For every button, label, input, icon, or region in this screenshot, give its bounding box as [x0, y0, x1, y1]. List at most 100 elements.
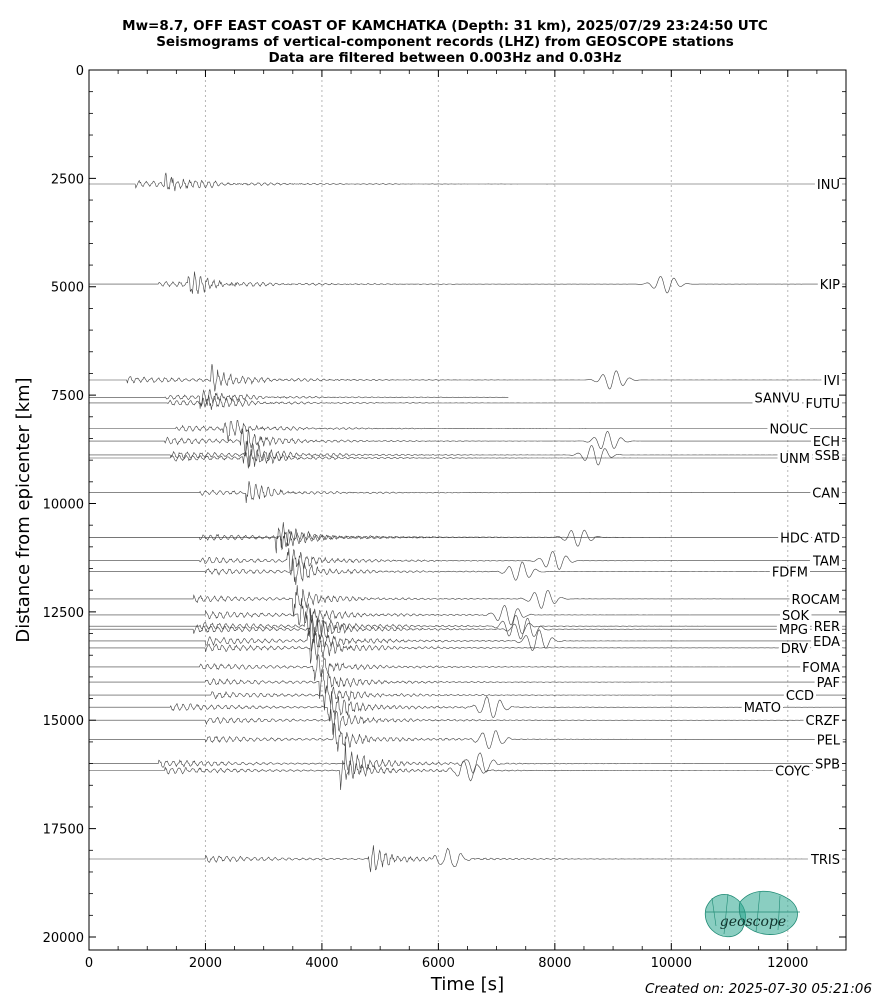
trace-paf: [89, 668, 846, 699]
station-label-rocam: ROCAM: [792, 593, 840, 608]
station-label-spb: SPB: [815, 758, 840, 773]
trace-drv: [89, 632, 846, 664]
trace-futu: [89, 395, 846, 410]
station-label-paf: PAF: [817, 676, 840, 691]
trace-crzf: [89, 708, 846, 735]
trace-mpg: [89, 608, 846, 642]
station-label-bg: [803, 715, 842, 729]
station-label-bg: [811, 635, 843, 649]
waveform-traces: [89, 172, 846, 873]
station-label-bg: [812, 532, 842, 546]
station-label-bg: [812, 758, 842, 772]
x-tick-label: 6000: [422, 956, 455, 971]
trace-tris: [89, 845, 846, 873]
x-tick-label: 12000: [767, 956, 808, 971]
station-label-bg: [810, 436, 842, 450]
station-label-futu: FUTU: [806, 397, 840, 412]
x-tick-label: 0: [85, 956, 93, 971]
station-label-mpg: MPG: [779, 623, 808, 638]
trace-rer: [89, 611, 846, 637]
station-label-tam: TAM: [812, 555, 840, 570]
trace-ccd: [89, 685, 846, 711]
station-label-bg: [814, 179, 842, 192]
station-label-bg: [752, 392, 802, 406]
station-label-hdc: HDC: [780, 531, 809, 546]
station-label-bg: [803, 397, 842, 411]
station-label-bg: [779, 609, 812, 623]
trace-ech: [89, 428, 846, 455]
station-label-ssb: SSB: [815, 449, 840, 464]
chart-title-line3: Data are filtered between 0.003Hz and 0.…: [268, 50, 622, 66]
station-label-bg: [789, 593, 842, 607]
station-label-ivi: IVI: [823, 374, 840, 389]
station-label-bg: [776, 624, 810, 638]
trace-hdc: [89, 527, 846, 554]
created-timestamp: Created on: 2025-07-30 05:21:06: [644, 981, 872, 997]
station-label-bg: [783, 690, 816, 704]
station-label-tris: TRIS: [810, 853, 840, 868]
station-label-bg: [741, 702, 783, 716]
station-label-bg: [777, 453, 812, 466]
station-label-foma: FOMA: [802, 661, 840, 676]
station-label-bg: [810, 487, 842, 501]
station-label-pel: PEL: [817, 733, 841, 748]
station-label-bg: [778, 642, 811, 656]
station-label-bg: [814, 677, 842, 691]
trace-foma: [89, 654, 846, 681]
trace-kip: [89, 271, 846, 295]
x-tick-label: 4000: [305, 956, 338, 971]
trace-eda: [89, 627, 846, 652]
station-label-bg: [773, 765, 812, 779]
station-label-inu: INU: [817, 178, 840, 193]
logo-text: geoscope: [720, 914, 786, 930]
chart-title-line1: Mw=8.7, OFF EAST COAST OF KAMCHATKA (Dep…: [122, 18, 768, 34]
station-label-bg: [807, 854, 842, 867]
station-label-kip: KIP: [820, 278, 840, 293]
trace-unm: [89, 449, 846, 469]
trace-coyc: [89, 760, 846, 791]
y-tick-label: 7500: [51, 389, 84, 404]
station-label-bg: [767, 423, 810, 437]
y-tick-label: 17500: [43, 823, 84, 838]
geoscope-logo: geoscope: [704, 890, 800, 938]
station-label-crzf: CRZF: [806, 714, 841, 729]
trace-can: [89, 481, 846, 504]
x-tick-label: 8000: [538, 956, 571, 971]
x-tick-label: 10000: [651, 956, 692, 971]
station-label-bg: [814, 734, 843, 748]
station-label-sok: SOK: [782, 609, 809, 624]
trace-ivi: [89, 363, 846, 392]
station-label-coyc: COYC: [775, 765, 810, 780]
plot-frame: [88, 69, 847, 951]
station-label-atd: ATD: [814, 531, 840, 546]
trace-rocam: [89, 585, 846, 617]
x-tick-label: 2000: [189, 956, 222, 971]
station-label-ech: ECH: [813, 435, 840, 450]
trace-fdfm: [89, 558, 846, 586]
y-tick-label: 0: [76, 64, 84, 79]
trace-ssb: [89, 440, 846, 467]
station-label-eda: EDA: [813, 635, 840, 650]
station-label-rer: RER: [814, 620, 840, 635]
trace-pel: [89, 722, 846, 752]
station-label-nouc: NOUC: [769, 423, 808, 438]
station-label-fdfm: FDFM: [772, 566, 808, 581]
station-label-bg: [811, 621, 842, 635]
station-label-bg: [812, 449, 842, 463]
station-label-can: CAN: [812, 487, 840, 502]
chart-title-line2: Seismograms of vertical-component record…: [156, 34, 734, 50]
station-label-bg: [817, 279, 843, 293]
y-tick-label: 2500: [51, 172, 84, 187]
y-tick-label: 12500: [43, 606, 84, 621]
station-label-bg: [800, 661, 843, 675]
trace-spb: [89, 741, 846, 776]
y-tick-label: 20000: [43, 931, 84, 946]
station-label-bg: [769, 566, 810, 580]
trace-atd: [89, 522, 846, 548]
station-label-bg: [821, 375, 842, 388]
trace-tam: [89, 548, 846, 576]
x-axis-label: Time [s]: [430, 974, 504, 995]
station-label-unm: UNM: [780, 452, 810, 467]
y-tick-label: 15000: [43, 714, 84, 729]
